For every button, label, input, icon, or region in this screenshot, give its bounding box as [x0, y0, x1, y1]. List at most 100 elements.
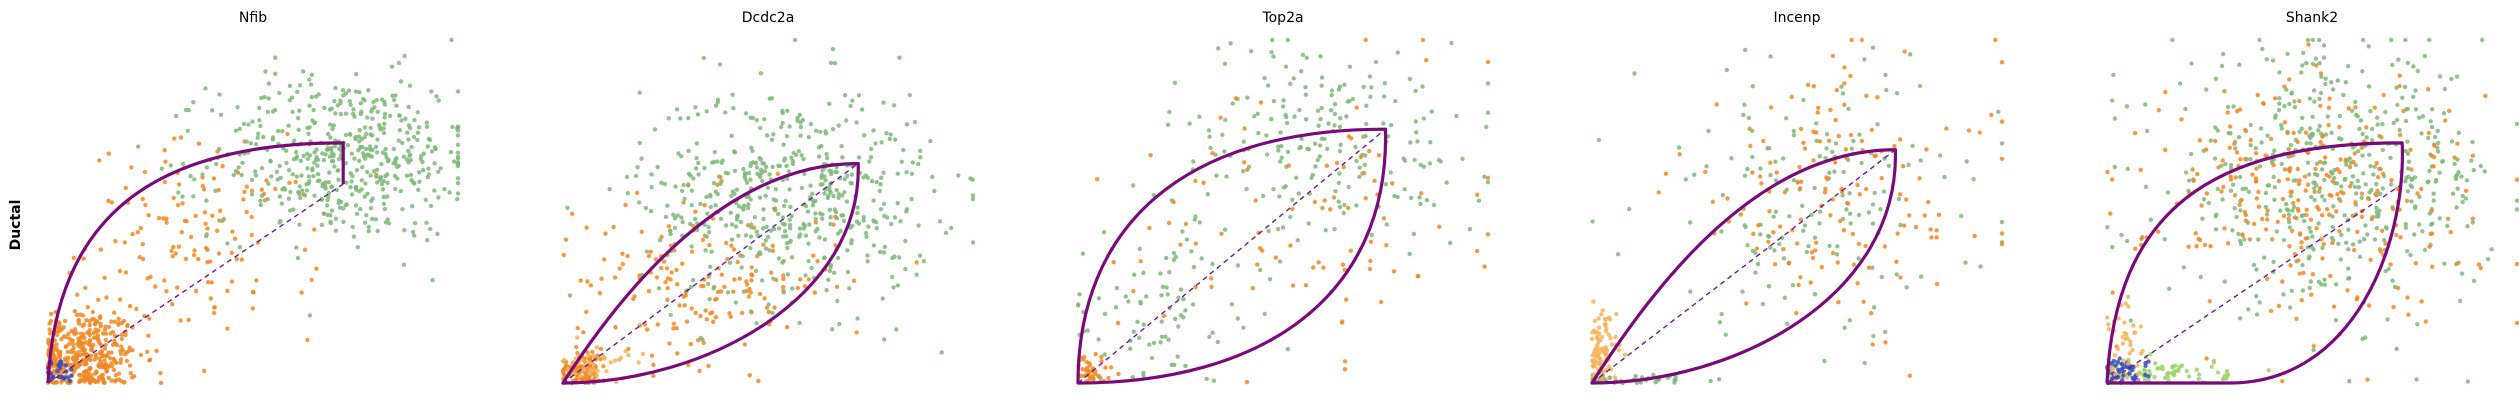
scatter-point [78, 362, 83, 367]
scatter-point [2514, 207, 2519, 212]
scatter-point [2254, 166, 2259, 171]
panel-title: Top2a [1261, 10, 1303, 26]
scatter-point [2430, 221, 2435, 226]
scatter-point [754, 118, 759, 123]
scatter-point [823, 131, 829, 136]
scatter-point [1787, 214, 1792, 219]
scatter-point [2359, 195, 2364, 200]
scatter-point [1258, 267, 1263, 273]
scatter-point [417, 125, 422, 130]
scatter-point [2404, 175, 2409, 181]
scatter-point [1206, 128, 1212, 133]
scatter-point [2291, 201, 2296, 206]
scatter-point [315, 163, 320, 168]
scatter-point [723, 170, 729, 175]
scatter-point [686, 362, 691, 368]
scatter-point [681, 200, 686, 205]
scatter-point [162, 179, 168, 185]
scatter-point [1856, 241, 1862, 247]
scatter-point [2349, 108, 2355, 114]
scatter-point [124, 358, 130, 364]
scatter-point [1378, 299, 1384, 305]
scatter-point [375, 137, 380, 142]
scatter-point [94, 330, 99, 335]
scatter-point [1850, 231, 1856, 237]
scatter-point [164, 220, 169, 225]
scatter-point [2405, 106, 2410, 112]
scatter-point [62, 318, 68, 324]
scatter-point [112, 338, 117, 343]
scatter-point [753, 160, 759, 166]
scatter-point [1771, 214, 1776, 219]
scatter-point [55, 368, 60, 374]
scatter-point [1241, 139, 1247, 144]
scatter-point [2469, 158, 2474, 163]
scatter-point [1178, 242, 1183, 247]
scatter-point [2343, 80, 2349, 85]
scatter-point [350, 224, 355, 230]
scatter-point [1849, 37, 1854, 43]
scatter-point [1881, 189, 1887, 194]
scatter-point [956, 173, 961, 178]
scatter-point [2431, 198, 2436, 203]
scatter-point [69, 373, 74, 378]
scatter-point [2266, 183, 2272, 188]
scatter-point [1437, 224, 1442, 229]
scatter-point [1354, 105, 1359, 110]
scatter-point [2454, 205, 2459, 210]
scatter-point [818, 129, 823, 134]
scatter-point [338, 101, 343, 106]
scatter-point [72, 350, 77, 355]
scatter-point [319, 197, 324, 202]
scatter-point [1364, 103, 1369, 109]
scatter-point [1834, 88, 1840, 93]
scatter-point [1389, 123, 1394, 128]
panel-dcdc2a: Dcdc2a [561, 10, 976, 386]
scatter-point [225, 241, 230, 246]
scatter-point [305, 166, 310, 171]
scatter-point [2233, 146, 2238, 151]
scatter-point [708, 192, 713, 198]
scatter-point [2292, 99, 2297, 104]
scatter-point [92, 357, 97, 362]
scatter-point [2253, 151, 2259, 156]
scatter-point [365, 153, 370, 158]
scatter-point [1325, 146, 1330, 151]
scatter-point [2110, 98, 2115, 103]
scatter-point [562, 372, 567, 377]
scatter-point [2322, 177, 2327, 183]
scatter-point [2243, 156, 2248, 162]
scatter-point [424, 124, 430, 129]
scatter-point [1165, 122, 1171, 128]
scatter-point [1966, 128, 1972, 133]
scatter-point [1333, 189, 1338, 194]
scatter-point [1934, 281, 1940, 287]
scatter-point [2291, 130, 2296, 136]
scatter-point [118, 360, 123, 365]
scatter-point [82, 335, 87, 340]
scatter-point [1300, 52, 1306, 57]
scatter-point [2397, 83, 2402, 89]
scatter-point [2437, 74, 2443, 79]
scatter-point [373, 217, 379, 222]
scatter-point [2128, 339, 2133, 344]
scatter-point [1596, 339, 1601, 345]
scatter-point [57, 365, 63, 371]
scatter-point [2338, 157, 2343, 162]
scatter-point [425, 238, 430, 243]
scatter-point [2142, 377, 2148, 382]
scatter-point [1412, 157, 1417, 163]
scatter-point [704, 194, 709, 200]
scatter-point [649, 172, 654, 177]
scatter-point [1780, 235, 1785, 240]
scatter-point [703, 248, 708, 253]
scatter-point [393, 186, 398, 192]
scatter-point [668, 228, 673, 234]
scatter-point [1318, 116, 1323, 122]
scatter-point [1848, 73, 1853, 79]
scatter-point [239, 257, 244, 262]
scatter-point [1794, 310, 1799, 316]
scatter-point [1266, 228, 1271, 234]
scatter-point [364, 146, 369, 152]
scatter-point [1166, 220, 1172, 226]
